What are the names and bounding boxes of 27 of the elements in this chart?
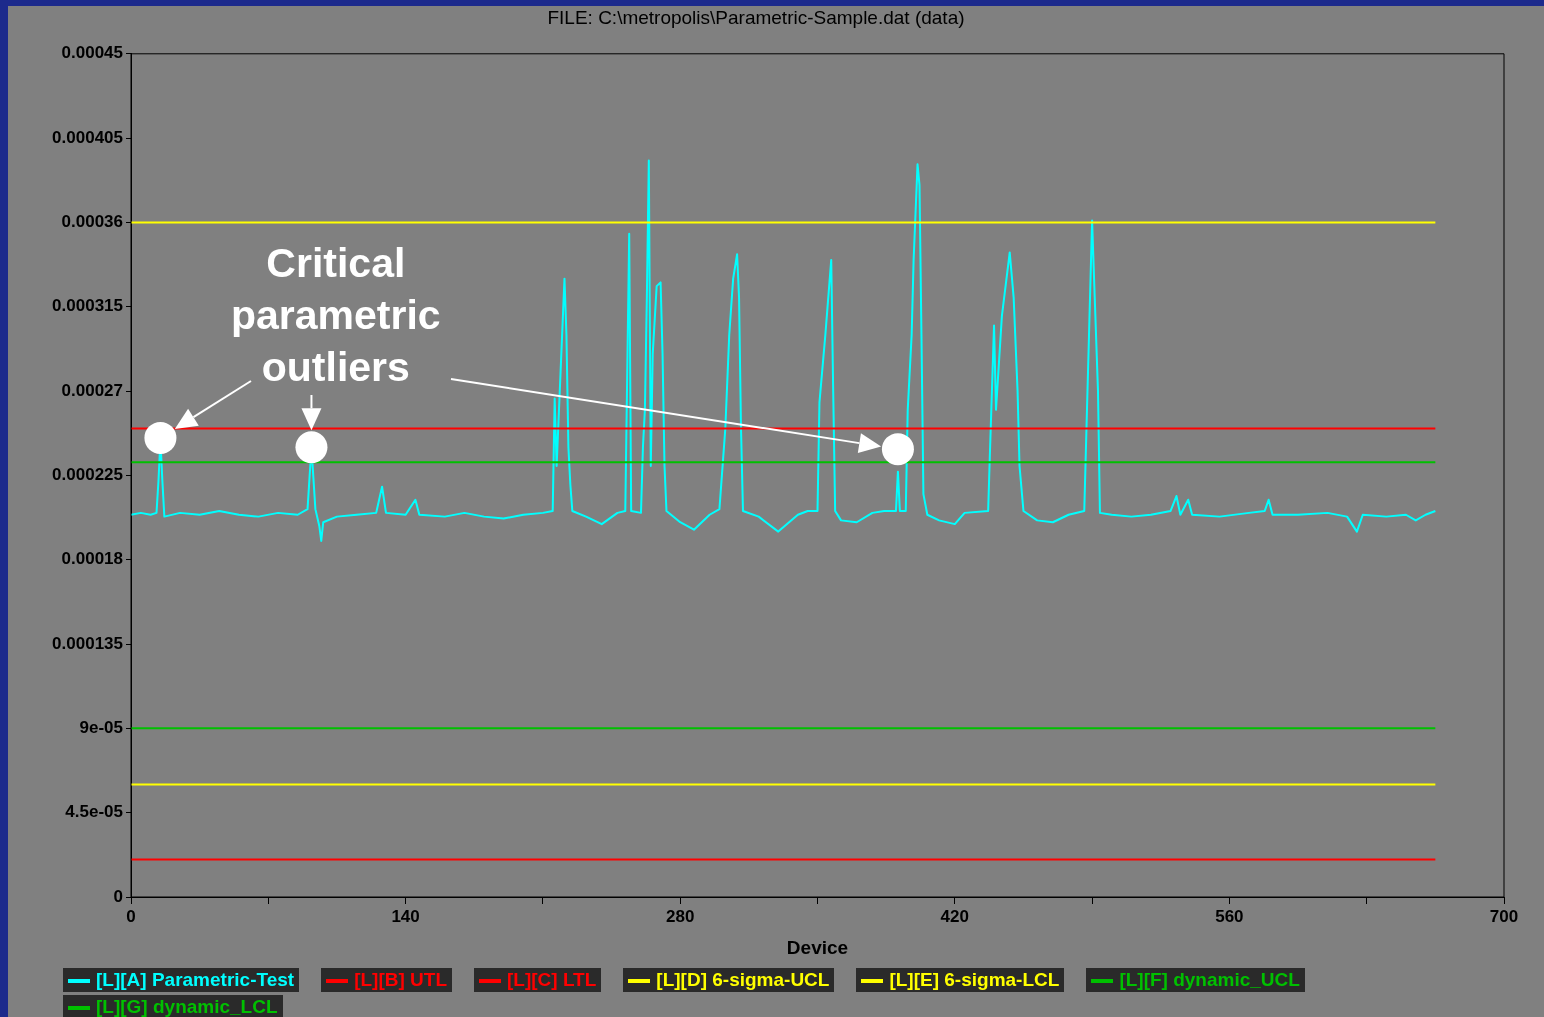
- legend-label: [L][F] dynamic_UCL: [1086, 968, 1305, 992]
- x-tick-label: 700: [1489, 906, 1519, 926]
- x-axis-title: Device: [786, 936, 849, 958]
- x-tick-label: 560: [1215, 906, 1244, 926]
- legend-label: [L][B] UTL: [321, 968, 452, 992]
- x-tick-label: 280: [666, 906, 695, 926]
- y-tick-label: 0: [113, 886, 123, 906]
- y-tick-label: 0.000135: [52, 633, 123, 653]
- y-tick-label: 9e-05: [79, 718, 123, 738]
- legend-label: [L][G] dynamic_LCL: [63, 995, 283, 1017]
- legend-label: [L][D] 6-sigma-UCL: [623, 968, 835, 992]
- y-tick-label: 0.00045: [61, 43, 123, 63]
- chart-title: FILE: C:\metropolis\Parametric-Sample.dat (data): [547, 6, 965, 28]
- x-tick-label: 420: [940, 906, 969, 926]
- y-tick-label: 0.000405: [52, 127, 123, 147]
- y-tick-label: 0.000225: [52, 465, 123, 485]
- x-tick-label: 140: [391, 906, 420, 926]
- y-tick-label: 4.5e-05: [65, 802, 123, 822]
- annotation: Critical parametric outliers: [231, 238, 441, 392]
- x-tick-label: 0: [126, 906, 136, 926]
- y-tick-label: 0.000315: [52, 296, 123, 316]
- y-tick-label: 0.00027: [61, 380, 123, 400]
- legend-label: [L][E] 6-sigma-LCL: [856, 968, 1065, 992]
- y-tick-label: 0.00036: [61, 212, 123, 232]
- legend-label: [L][A] Parametric-Test: [63, 968, 300, 992]
- y-tick-label: 0.00018: [61, 549, 123, 569]
- legend-label: [L][C] LTL: [474, 968, 602, 992]
